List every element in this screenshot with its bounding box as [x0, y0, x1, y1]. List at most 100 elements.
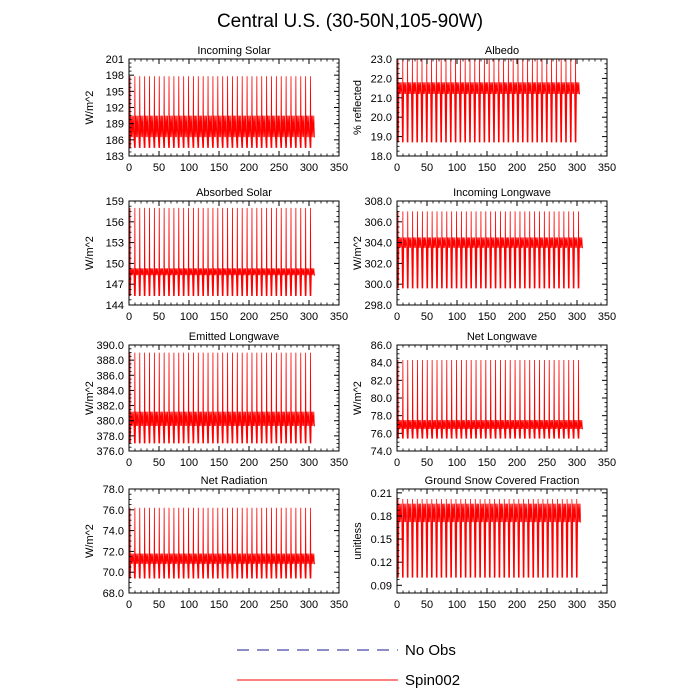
x-tick-label-net-longwave: 50: [421, 457, 433, 469]
x-tick-label-net-radiation: 250: [270, 599, 288, 611]
x-tick-label-net-radiation: 350: [330, 599, 348, 611]
x-tick-label-net-longwave: 200: [508, 457, 526, 469]
y-tick-label-net-radiation: 68.0: [103, 588, 124, 600]
panel-incoming-solar: Incoming Solar 0 50 100 150 200 250 300 350 183 18…: [84, 45, 348, 174]
x-tick-label-emitted-longwave: 200: [240, 457, 258, 469]
series-line-spin002-emitted-longwave: [129, 352, 315, 444]
y-tick-label-incoming-longwave: 300.0: [364, 279, 392, 291]
y-tick-label-incoming-solar: 198: [106, 70, 124, 82]
panel-albedo: Albedo 0 50 100 150 200 250 300 350 18.0 19.0 20.0 2…: [352, 45, 616, 174]
x-tick-label-ground-snow-covered-fraction: 50: [421, 599, 433, 611]
x-tick-label-albedo: 50: [421, 162, 433, 174]
x-tick-label-emitted-longwave: 350: [330, 457, 348, 469]
x-tick-label-absorbed-solar: 300: [300, 311, 318, 323]
y-tick-label-incoming-solar: 195: [106, 86, 124, 98]
x-tick-label-absorbed-solar: 100: [180, 311, 198, 323]
y-tick-label-ground-snow-covered-fraction: 0.15: [371, 534, 392, 546]
y-tick-label-net-radiation: 70.0: [103, 567, 124, 579]
x-tick-label-absorbed-solar: 350: [330, 311, 348, 323]
y-tick-label-ground-snow-covered-fraction: 0.18: [371, 511, 392, 523]
x-tick-label-net-longwave: 300: [568, 457, 586, 469]
y-tick-label-incoming-longwave: 308.0: [364, 196, 392, 208]
x-tick-label-albedo: 250: [538, 162, 556, 174]
panel-title-albedo: Albedo: [485, 45, 519, 57]
y-axis-label-incoming-longwave: W/m^2: [352, 236, 364, 270]
x-tick-label-net-radiation: 50: [153, 599, 165, 611]
series-line-spin002-net-longwave: [397, 360, 583, 439]
x-tick-label-ground-snow-covered-fraction: 0: [394, 599, 400, 611]
y-tick-label-net-longwave: 82.0: [371, 375, 392, 387]
x-tick-label-incoming-longwave: 200: [508, 311, 526, 323]
x-tick-label-incoming-longwave: 100: [448, 311, 466, 323]
x-tick-label-incoming-longwave: 250: [538, 311, 556, 323]
y-tick-label-net-radiation: 76.0: [103, 505, 124, 517]
x-tick-label-absorbed-solar: 0: [126, 311, 132, 323]
x-tick-label-ground-snow-covered-fraction: 250: [538, 599, 556, 611]
y-tick-label-albedo: 21.0: [371, 93, 392, 105]
panel-title-absorbed-solar: Absorbed Solar: [196, 187, 272, 199]
plot-frame-absorbed-solar: [128, 200, 340, 306]
x-tick-label-net-radiation: 200: [240, 599, 258, 611]
y-tick-label-incoming-longwave: 302.0: [364, 258, 392, 270]
panel-title-ground-snow-covered-fraction: Ground Snow Covered Fraction: [425, 475, 580, 487]
y-tick-label-incoming-longwave: 304.0: [364, 238, 392, 250]
x-tick-label-incoming-solar: 150: [210, 162, 228, 174]
x-tick-label-incoming-solar: 250: [270, 162, 288, 174]
y-tick-label-emitted-longwave: 378.0: [96, 431, 124, 443]
y-axis-label-net-longwave: W/m^2: [352, 381, 364, 415]
x-tick-label-incoming-solar: 350: [330, 162, 348, 174]
y-tick-label-incoming-longwave: 298.0: [364, 300, 392, 312]
y-tick-label-net-radiation: 74.0: [103, 526, 124, 538]
y-tick-label-albedo: 20.0: [371, 112, 392, 124]
panel-net-radiation: Net Radiation 0 50 100 150 200 250 300 350 68.0 70…: [84, 475, 348, 611]
y-axis-label-emitted-longwave: W/m^2: [84, 381, 96, 415]
y-tick-label-absorbed-solar: 150: [106, 258, 124, 270]
y-tick-label-ground-snow-covered-fraction: 0.09: [371, 580, 392, 592]
y-tick-label-net-radiation: 78.0: [103, 484, 124, 496]
y-axis-label-incoming-solar: W/m^2: [84, 91, 96, 125]
y-tick-label-absorbed-solar: 147: [106, 279, 124, 291]
panel-absorbed-solar: Absorbed Solar 0 50 100 150 200 250 300 350 144 14…: [84, 187, 348, 323]
plot-frame-emitted-longwave: [128, 344, 340, 452]
x-tick-label-incoming-solar: 0: [126, 162, 132, 174]
plot-frame-incoming-solar: [128, 58, 340, 157]
y-tick-label-emitted-longwave: 380.0: [96, 416, 124, 428]
x-tick-label-ground-snow-covered-fraction: 150: [478, 599, 496, 611]
y-tick-label-net-longwave: 78.0: [371, 411, 392, 423]
plot-frame-net-longwave: [396, 344, 608, 452]
x-tick-label-net-longwave: 0: [394, 457, 400, 469]
panel-net-longwave: Net Longwave 0 50 100 150 200 250 300 350 74.0 76.…: [352, 331, 616, 469]
y-tick-label-ground-snow-covered-fraction: 0.21: [371, 488, 392, 500]
y-tick-label-net-longwave: 76.0: [371, 428, 392, 440]
y-tick-label-ground-snow-covered-fraction: 0.12: [371, 557, 392, 569]
x-tick-label-absorbed-solar: 250: [270, 311, 288, 323]
figure-title: Central U.S. (30-50N,105-90W): [217, 11, 483, 32]
y-tick-label-emitted-longwave: 390.0: [96, 340, 124, 352]
y-tick-label-incoming-solar: 189: [106, 119, 124, 131]
series-line-spin002-absorbed-solar: [129, 207, 315, 297]
x-tick-label-net-longwave: 150: [478, 457, 496, 469]
x-tick-label-incoming-solar: 200: [240, 162, 258, 174]
x-tick-label-emitted-longwave: 50: [153, 457, 165, 469]
panel-incoming-longwave: Incoming Longwave 0 50 100 150 200 250 300 350 29…: [352, 187, 616, 323]
y-tick-label-net-longwave: 86.0: [371, 340, 392, 352]
panel-title-emitted-longwave: Emitted Longwave: [189, 331, 280, 343]
x-tick-label-albedo: 150: [478, 162, 496, 174]
x-tick-label-absorbed-solar: 50: [153, 311, 165, 323]
x-tick-label-emitted-longwave: 250: [270, 457, 288, 469]
x-tick-label-net-radiation: 100: [180, 599, 198, 611]
x-tick-label-emitted-longwave: 100: [180, 457, 198, 469]
y-tick-label-net-longwave: 84.0: [371, 358, 392, 370]
y-axis-label-ground-snow-covered-fraction: unitless: [352, 522, 364, 560]
y-tick-label-albedo: 19.0: [371, 132, 392, 144]
x-tick-label-incoming-solar: 50: [153, 162, 165, 174]
panel-title-net-radiation: Net Radiation: [201, 475, 268, 487]
x-tick-label-incoming-solar: 300: [300, 162, 318, 174]
y-tick-label-absorbed-solar: 159: [106, 196, 124, 208]
series-line-spin002-net-radiation: [129, 507, 315, 579]
x-tick-label-absorbed-solar: 150: [210, 311, 228, 323]
y-tick-label-incoming-solar: 186: [106, 135, 124, 147]
series-line-spin002-incoming-solar: [129, 76, 315, 148]
series-line-spin002-albedo: [397, 59, 580, 143]
